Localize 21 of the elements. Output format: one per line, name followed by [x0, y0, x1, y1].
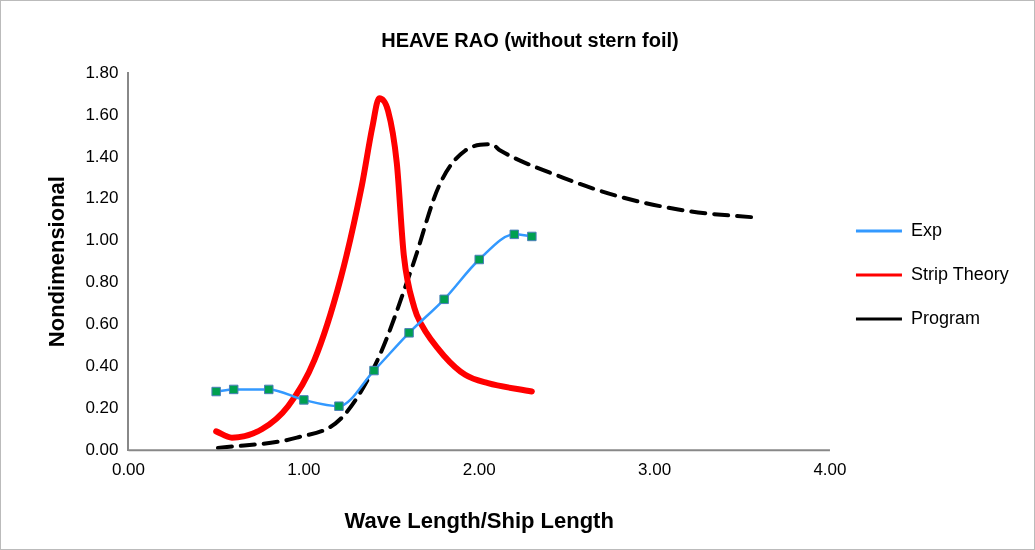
x-axis-title: Wave Length/Ship Length [344, 507, 614, 533]
x-tick-label: 4.00 [813, 460, 847, 480]
y-tick-label: 0.00 [85, 439, 119, 459]
x-tick-label: 3.00 [638, 460, 672, 480]
y-tick-label: 1.40 [85, 146, 119, 166]
x-tick-label: 1.00 [287, 460, 321, 480]
x-tick-label: 2.00 [462, 460, 496, 480]
y-tick-label: 0.40 [85, 356, 119, 376]
legend-label: Exp [910, 219, 942, 240]
y-tick-label: 1.80 [85, 62, 119, 82]
chart-title: HEAVE RAO (without stern foil) [381, 28, 679, 51]
y-tick-label: 0.80 [85, 272, 119, 292]
x-tick-label: 0.00 [111, 460, 146, 480]
legend-label: Strip Theory [910, 263, 1009, 284]
y-tick-label: 1.20 [85, 188, 119, 208]
y-tick-label: 1.60 [85, 104, 119, 124]
legend-label: Program [910, 307, 980, 328]
y-axis-title: Nondimensional [44, 176, 70, 348]
y-tick-label: 0.60 [85, 314, 119, 334]
y-tick-label: 1.00 [85, 230, 119, 250]
y-tick-label: 0.20 [85, 397, 119, 417]
